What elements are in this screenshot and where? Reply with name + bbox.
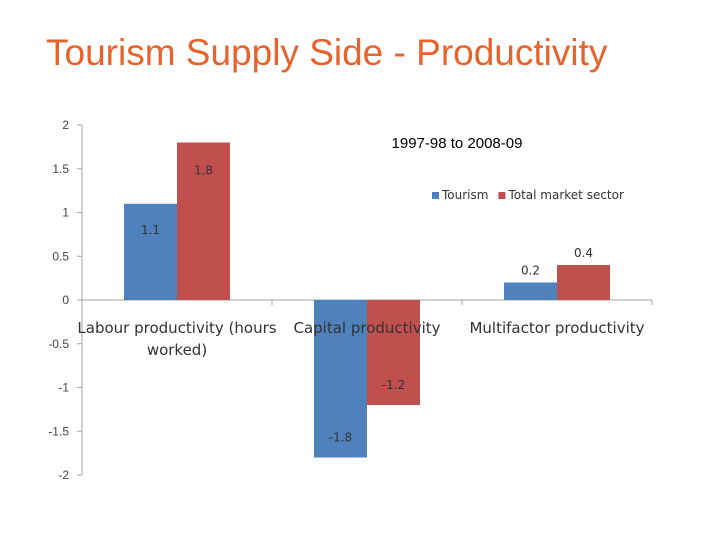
chart-title: 1997-98 to 2008-09 <box>392 135 523 152</box>
y-tick-label: -1.5 <box>48 424 69 438</box>
y-tick-label: -0.5 <box>48 337 69 351</box>
data-label: 1.8 <box>194 164 213 178</box>
data-label: 1.1 <box>141 223 160 237</box>
legend-label: Total market sector <box>507 188 624 202</box>
data-label: 0.2 <box>521 264 540 278</box>
bar-total-market-sector <box>367 300 420 405</box>
legend-swatch <box>432 192 439 199</box>
data-label: -1.2 <box>382 378 405 392</box>
x-category-label: Labour productivity (hours <box>77 319 276 337</box>
y-tick-label: -2 <box>58 468 69 482</box>
bar-total-market-sector <box>177 142 230 300</box>
slide-title: Tourism Supply Side - Productivity <box>46 32 608 73</box>
bar-tourism <box>504 282 557 300</box>
data-label: 0.4 <box>574 246 593 260</box>
legend-swatch <box>498 192 506 199</box>
x-category-label: Capital productivity <box>293 319 440 337</box>
data-label: -1.8 <box>329 431 352 445</box>
bar-total-market-sector <box>557 265 610 300</box>
legend-label: Tourism <box>441 188 488 202</box>
bar-tourism <box>124 203 177 300</box>
y-tick-label: 0.5 <box>52 249 69 263</box>
y-tick-label: 2 <box>62 118 69 132</box>
bar-tourism <box>314 300 367 458</box>
x-category-label: Multifactor productivity <box>469 319 644 337</box>
x-category-label: worked) <box>147 341 207 359</box>
y-tick-label: 0 <box>62 293 69 307</box>
y-tick-label: 1.5 <box>52 162 69 176</box>
y-tick-label: 1 <box>62 206 69 220</box>
y-tick-label: -1 <box>58 381 69 395</box>
